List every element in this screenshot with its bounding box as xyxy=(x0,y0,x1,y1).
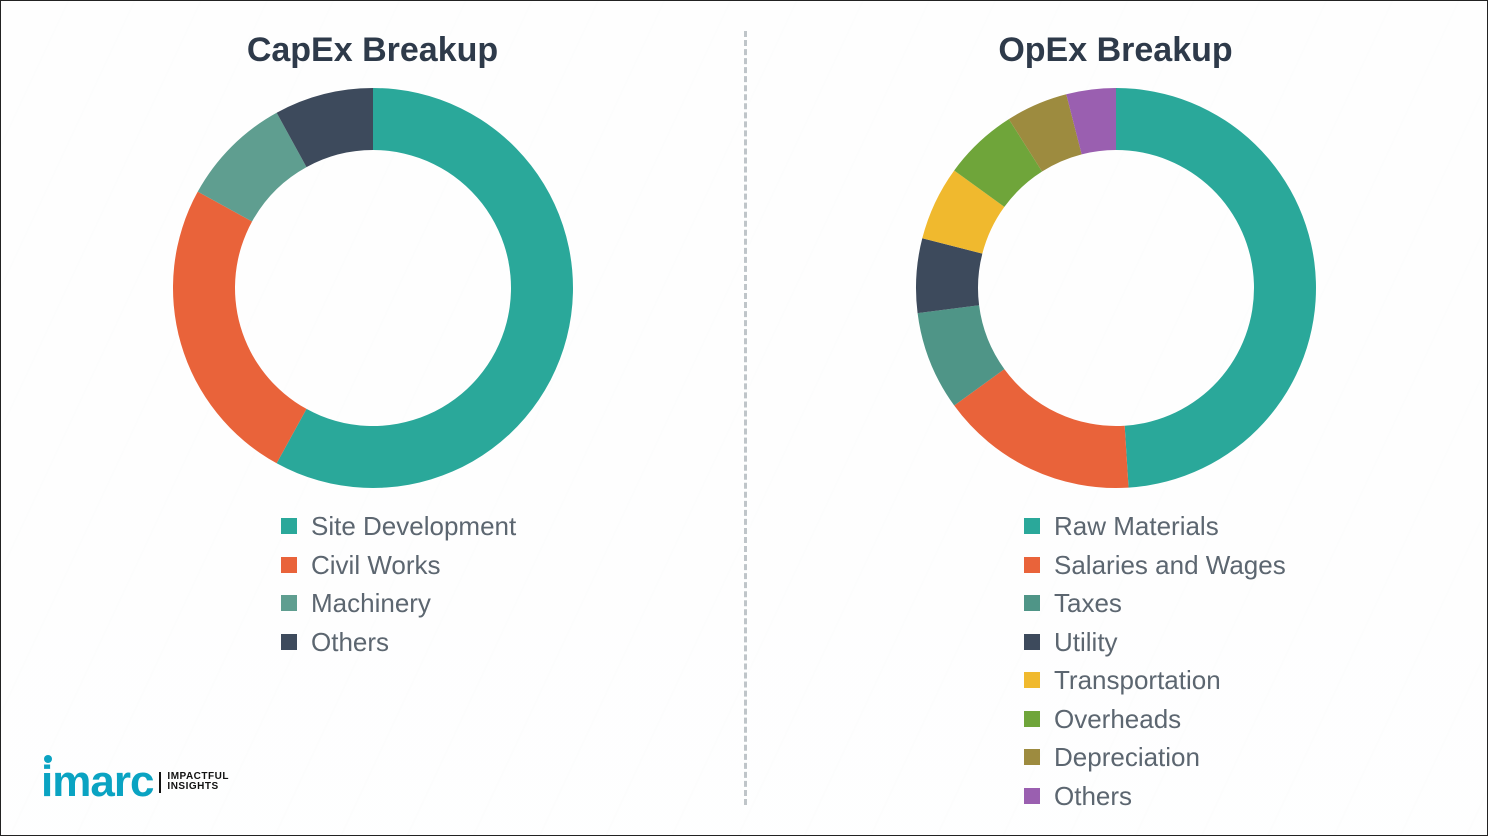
legend-label: Utility xyxy=(1054,626,1118,659)
legend-label: Transportation xyxy=(1054,664,1221,697)
legend-item: Others xyxy=(281,626,744,659)
capex-panel: CapEx Breakup Site Development Civil Work… xyxy=(1,1,744,835)
legend-swatch xyxy=(1024,518,1040,534)
capex-donut xyxy=(163,78,583,498)
opex-donut xyxy=(906,78,1326,498)
legend-label: Civil Works xyxy=(311,549,441,582)
legend-item: Raw Materials xyxy=(1024,510,1487,543)
legend-swatch xyxy=(1024,634,1040,650)
legend-item: Overheads xyxy=(1024,703,1487,736)
chart-frame: CapEx Breakup Site Development Civil Work… xyxy=(0,0,1488,836)
capex-donut-wrap xyxy=(1,78,744,498)
legend-item: Site Development xyxy=(281,510,744,543)
brand-name: imarc xyxy=(41,757,153,807)
capex-title: CapEx Breakup xyxy=(1,31,744,70)
brand-tagline: IMPACTFUL INSIGHTS xyxy=(159,772,229,793)
brand-tagline-line1: IMPACTFUL xyxy=(167,771,229,782)
legend-item: Others xyxy=(1024,780,1487,813)
legend-label: Taxes xyxy=(1054,587,1122,620)
legend-swatch xyxy=(1024,672,1040,688)
legend-swatch xyxy=(1024,711,1040,727)
legend-swatch xyxy=(1024,749,1040,765)
legend-item: Taxes xyxy=(1024,587,1487,620)
legend-label: Raw Materials xyxy=(1054,510,1219,543)
legend-item: Transportation xyxy=(1024,664,1487,697)
legend-swatch xyxy=(1024,595,1040,611)
legend-swatch xyxy=(281,595,297,611)
opex-donut-wrap xyxy=(744,78,1487,498)
legend-item: Utility xyxy=(1024,626,1487,659)
brand-text: imarc xyxy=(41,757,153,806)
legend-swatch xyxy=(1024,788,1040,804)
opex-panel: OpEx Breakup Raw Materials Salaries and W… xyxy=(744,1,1487,835)
legend-label: Overheads xyxy=(1054,703,1181,736)
legend-label: Others xyxy=(1054,780,1132,813)
legend-item: Salaries and Wages xyxy=(1024,549,1487,582)
legend-label: Site Development xyxy=(311,510,516,543)
legend-swatch xyxy=(281,557,297,573)
legend-swatch xyxy=(281,518,297,534)
donut-slice xyxy=(173,192,307,464)
brand-logo: imarc IMPACTFUL INSIGHTS xyxy=(41,757,229,807)
legend-swatch xyxy=(1024,557,1040,573)
legend-swatch xyxy=(281,634,297,650)
brand-tagline-line2: INSIGHTS xyxy=(167,781,218,792)
legend-label: Others xyxy=(311,626,389,659)
opex-title: OpEx Breakup xyxy=(744,31,1487,70)
opex-legend: Raw Materials Salaries and Wages Taxes Util… xyxy=(1024,510,1487,812)
donut-slice xyxy=(1116,88,1316,488)
donut-slice xyxy=(954,369,1128,488)
legend-item: Civil Works xyxy=(281,549,744,582)
legend-label: Depreciation xyxy=(1054,741,1200,774)
legend-item: Machinery xyxy=(281,587,744,620)
capex-legend: Site Development Civil Works Machinery Othe… xyxy=(281,510,744,658)
legend-item: Depreciation xyxy=(1024,741,1487,774)
legend-label: Machinery xyxy=(311,587,431,620)
legend-label: Salaries and Wages xyxy=(1054,549,1286,582)
